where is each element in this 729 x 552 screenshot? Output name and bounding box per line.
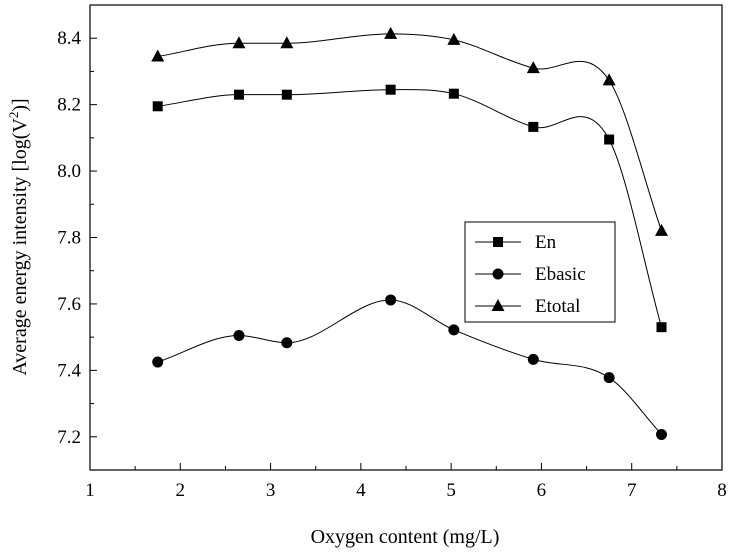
legend-box — [464, 221, 616, 323]
data-point-en — [152, 101, 163, 112]
y-tick-label: 8.2 — [57, 95, 81, 116]
data-point-etotal — [280, 36, 294, 49]
y-tick-label: 7.4 — [57, 360, 81, 381]
tick-labels: 1 2 3 4 5 6 7 8 7.2 7.4 7.6 7.8 8.0 8.2 8.4 — [57, 28, 727, 501]
data-point-en — [281, 89, 292, 100]
data-point-etotal — [602, 73, 616, 86]
data-point-en — [528, 121, 539, 132]
legend-marker-ebasic — [492, 268, 504, 280]
x-axis-label: Oxygen content (mg/L) — [311, 526, 500, 548]
data-point-ebasic — [603, 372, 615, 384]
x-tick-label: 7 — [627, 480, 637, 501]
data-point-ebasic — [281, 337, 293, 349]
data-point-en — [604, 134, 615, 145]
x-tick-label: 2 — [176, 480, 186, 501]
y-tick-label: 8.0 — [57, 161, 81, 182]
data-point-ebasic — [233, 329, 245, 341]
y-axis-label-tail: )] — [9, 98, 31, 111]
tick-marks — [89, 37, 723, 471]
axes — [89, 4, 723, 471]
y-axis-label-main: Average energy intensity [log(V — [9, 118, 31, 376]
legend-label-en: En — [535, 232, 557, 253]
data-point-ebasic — [385, 294, 397, 306]
data-point-etotal — [447, 32, 461, 45]
data-point-etotal — [526, 61, 540, 74]
data-markers — [151, 26, 669, 440]
data-point-en — [233, 89, 244, 100]
data-point-etotal — [151, 49, 165, 62]
legend-label-etotal: Etotal — [535, 296, 580, 317]
y-tick-label: 7.6 — [57, 294, 81, 315]
plot-frame — [89, 4, 723, 471]
legend-marker-etotal — [491, 299, 505, 311]
y-tick-label: 7.8 — [57, 228, 81, 249]
legend: En Ebasic Etotal — [464, 221, 616, 323]
data-point-ebasic — [448, 324, 460, 336]
data-point-en — [448, 88, 459, 99]
legend-marker-en — [493, 237, 503, 247]
y-tick-label: 8.4 — [57, 28, 81, 49]
data-point-ebasic — [656, 428, 668, 440]
y-axis-label: Average energy intensity [log(V2)] — [6, 98, 31, 375]
data-point-ebasic — [527, 353, 539, 365]
y-tick-label: 7.2 — [57, 427, 81, 448]
x-tick-label: 3 — [266, 480, 276, 501]
data-point-etotal — [232, 36, 246, 49]
data-point-etotal — [384, 26, 398, 39]
series-line-etotal — [157, 33, 662, 232]
data-point-etotal — [655, 223, 669, 236]
x-tick-label: 1 — [85, 480, 95, 501]
y-axis-label-superscript: 2 — [6, 112, 21, 119]
x-tick-label: 4 — [356, 480, 366, 501]
data-point-en — [385, 84, 396, 95]
x-tick-label: 8 — [717, 480, 727, 501]
data-point-ebasic — [152, 356, 164, 368]
x-tick-label: 5 — [446, 480, 456, 501]
legend-label-ebasic: Ebasic — [535, 264, 586, 285]
x-tick-label: 6 — [537, 480, 547, 501]
data-point-en — [656, 322, 667, 333]
